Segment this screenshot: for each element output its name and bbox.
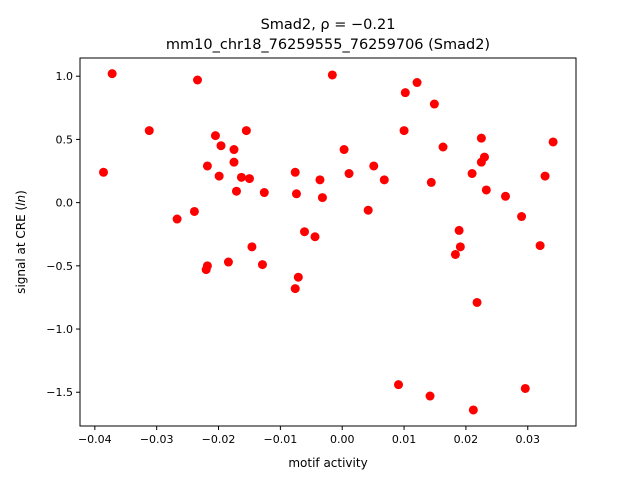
data-point	[107, 69, 117, 79]
y-tick-label: 0.5	[56, 133, 74, 146]
data-point	[236, 172, 246, 182]
data-point	[202, 261, 212, 271]
y-axis-label: signal at CRE (ln)	[14, 190, 28, 294]
data-point	[299, 227, 309, 237]
data-point	[394, 380, 404, 390]
x-tick-label: −0.02	[202, 433, 236, 446]
data-point	[247, 242, 257, 252]
data-point	[229, 145, 239, 155]
data-point	[535, 241, 545, 251]
x-tick-label: −0.01	[264, 433, 298, 446]
data-point	[455, 242, 465, 252]
data-point	[450, 249, 460, 259]
chart-title-line1: Smad2, ρ = −0.21	[261, 17, 396, 33]
x-axis-ticks: −0.04 −0.03 −0.02 −0.01 0.00 0.01 0.02 0.03	[78, 426, 540, 446]
data-point	[454, 225, 464, 235]
data-point	[426, 177, 436, 187]
data-point	[344, 169, 354, 179]
data-point	[231, 186, 241, 196]
data-point	[412, 78, 422, 88]
data-point	[400, 88, 410, 98]
data-point	[481, 185, 491, 195]
y-tick-label: 1.0	[56, 70, 74, 83]
data-point	[99, 167, 109, 177]
data-point	[476, 133, 486, 143]
x-tick-label: −0.03	[140, 433, 174, 446]
data-point	[293, 272, 303, 282]
data-point	[189, 206, 199, 216]
axes-frame	[79, 57, 577, 427]
data-point	[202, 161, 212, 171]
data-point	[257, 260, 267, 270]
data-point	[379, 175, 389, 185]
data-point	[399, 126, 409, 136]
y-tick-label: −1.0	[46, 323, 73, 336]
data-point	[369, 161, 379, 171]
x-tick-label: 0.02	[454, 433, 479, 446]
x-tick-label: 0.01	[392, 433, 417, 446]
data-point	[210, 131, 220, 141]
data-point	[500, 191, 510, 201]
data-point	[467, 169, 477, 179]
data-point	[244, 174, 254, 184]
data-point	[290, 167, 300, 177]
data-point	[520, 383, 530, 393]
data-point	[317, 193, 327, 203]
data-point	[540, 171, 550, 181]
data-point	[214, 171, 224, 181]
data-point	[315, 175, 325, 185]
x-tick-label: 0.00	[330, 433, 355, 446]
data-point	[468, 405, 478, 415]
points-group	[99, 69, 558, 415]
data-point	[429, 99, 439, 109]
x-axis-label: motif activity	[288, 456, 367, 470]
data-point	[193, 75, 203, 85]
data-point	[144, 126, 154, 136]
data-point	[548, 137, 558, 147]
y-tick-label: −0.5	[46, 260, 73, 273]
x-tick-label: −0.04	[78, 433, 112, 446]
data-point	[438, 142, 448, 152]
data-point	[479, 152, 489, 162]
data-point	[425, 391, 435, 401]
x-tick-label: 0.03	[516, 433, 541, 446]
data-point	[517, 212, 527, 222]
data-point	[259, 188, 269, 198]
data-point	[327, 70, 337, 80]
data-point	[241, 126, 251, 136]
data-point	[363, 205, 373, 215]
data-point	[223, 257, 233, 267]
y-axis-ticks: 1.0 0.5 0.0 −0.5 −1.0 −1.5	[46, 70, 80, 399]
chart-title-line2: mm10_chr18_76259555_76259706 (Smad2)	[166, 37, 490, 53]
data-point	[216, 141, 226, 151]
data-point	[472, 297, 482, 307]
y-tick-label: 0.0	[56, 197, 74, 210]
data-point	[339, 145, 349, 155]
y-tick-label: −1.5	[46, 386, 73, 399]
data-point	[172, 214, 182, 224]
data-point	[229, 157, 239, 167]
data-point	[290, 284, 300, 294]
data-point	[310, 232, 320, 242]
data-point	[291, 189, 301, 199]
